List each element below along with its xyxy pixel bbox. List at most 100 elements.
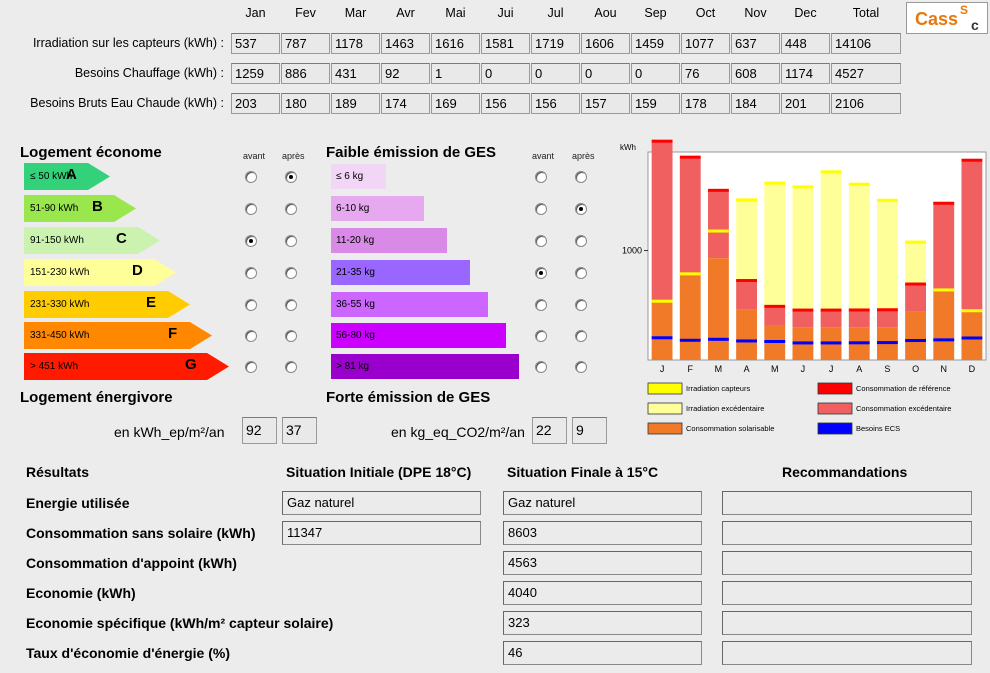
results-reco-field[interactable] xyxy=(722,581,972,605)
results-reco-field[interactable] xyxy=(722,611,972,635)
energy-apres-radio[interactable] xyxy=(285,330,297,342)
table-cell: 0 xyxy=(531,63,580,84)
results-final-field[interactable]: Gaz naturel xyxy=(503,491,702,515)
energy-unit-label: en kWh_ep/m²/an xyxy=(114,424,225,440)
chart-xtick-label: D xyxy=(969,364,976,374)
ges-title-bottom: Forte émission de GES xyxy=(326,389,491,406)
chart-line-besoins-ecs xyxy=(651,336,673,340)
chart-bar-consommation-solarisable xyxy=(679,273,701,360)
chart-bar-irradiation-excedentaire xyxy=(792,186,814,328)
ges-avant-radio[interactable] xyxy=(535,330,547,342)
table-cell: 174 xyxy=(381,93,430,114)
table-cell: 886 xyxy=(281,63,330,84)
energy-avant-radio[interactable] xyxy=(245,330,257,342)
energy-avant-radio[interactable] xyxy=(245,171,257,183)
chart-line-consommation-reference xyxy=(848,308,870,312)
energy-avant-radio[interactable] xyxy=(245,299,257,311)
chart-legend-label: Irradiation excédentaire xyxy=(686,404,764,413)
table-cell: 180 xyxy=(281,93,330,114)
results-reco-field[interactable] xyxy=(722,491,972,515)
energy-apres-radio[interactable] xyxy=(285,203,297,215)
chart-legend-label: Besoins ECS xyxy=(856,424,900,433)
month-header-cell: Nov xyxy=(744,6,767,20)
energy-apres-radio[interactable] xyxy=(285,267,297,279)
results-initial-field[interactable]: Gaz naturel xyxy=(282,491,481,515)
ges-class-range: 36-55 kg xyxy=(336,299,375,310)
ges-class-range: 56-80 kg xyxy=(336,330,375,341)
chart-xtick-label: O xyxy=(912,364,919,374)
ges-avant-radio[interactable] xyxy=(535,267,547,279)
ges-class-range: 11-20 kg xyxy=(336,235,375,246)
chart-legend-swatch xyxy=(817,402,853,415)
chart-xtick-label: F xyxy=(688,364,694,374)
chart-bar-consommation-excedentaire xyxy=(961,160,983,311)
ges-avant-radio[interactable] xyxy=(535,235,547,247)
energy-avant-radio[interactable] xyxy=(245,361,257,373)
ges-apres-value: 9 xyxy=(572,417,607,444)
chart-line-besoins-ecs xyxy=(792,341,814,345)
chart-xtick-label: A xyxy=(744,364,750,374)
energy-apres-radio[interactable] xyxy=(285,235,297,247)
table-cell: 0 xyxy=(581,63,630,84)
ges-class-range: > 81 kg xyxy=(336,361,370,372)
ges-avant-radio[interactable] xyxy=(535,299,547,311)
chart-line-irradiation-capteurs xyxy=(707,229,729,233)
ges-apres-radio[interactable] xyxy=(575,330,587,342)
month-header-cell: Mar xyxy=(344,6,367,20)
table-cell: 184 xyxy=(731,93,780,114)
energy-class-arrow: 91-150 kWh C xyxy=(24,227,160,254)
results-reco-field[interactable] xyxy=(722,641,972,665)
results-final-field[interactable]: 4563 xyxy=(503,551,702,575)
results-final-field[interactable]: 8603 xyxy=(503,521,702,545)
results-reco-field[interactable] xyxy=(722,551,972,575)
chart-line-irradiation-capteurs xyxy=(820,170,842,174)
results-final-field[interactable]: 46 xyxy=(503,641,702,665)
results-final-field[interactable]: 4040 xyxy=(503,581,702,605)
ges-apres-radio[interactable] xyxy=(575,203,587,215)
ges-class-range: 6-10 kg xyxy=(336,203,370,214)
ges-apres-radio[interactable] xyxy=(575,361,587,373)
chart-bar-consommation-solarisable xyxy=(905,311,927,360)
chart-line-irradiation-capteurs xyxy=(651,299,673,303)
ges-apres-radio[interactable] xyxy=(575,267,587,279)
energy-avant-radio[interactable] xyxy=(245,267,257,279)
ges-avant-radio[interactable] xyxy=(535,361,547,373)
chart-bar-consommation-excedentaire xyxy=(933,203,955,290)
chart-legend-label: Consommation solarisable xyxy=(686,424,774,433)
table-cell: 159 xyxy=(631,93,680,114)
chart-bar-consommation-excedentaire xyxy=(905,284,927,312)
energy-apres-value: 37 xyxy=(282,417,317,444)
chart-bar-consommation-excedentaire xyxy=(876,309,898,328)
energy-class-range: 51-90 kWh xyxy=(30,203,79,214)
chart-line-irradiation-capteurs xyxy=(736,198,758,202)
ges-avant-radio[interactable] xyxy=(535,171,547,183)
ges-apres-radio[interactable] xyxy=(575,171,587,183)
ges-avant-radio[interactable] xyxy=(535,203,547,215)
chart-line-consommation-reference xyxy=(961,158,983,162)
chart-line-irradiation-capteurs xyxy=(905,240,927,244)
table-cell: 787 xyxy=(281,33,330,54)
ges-class-bar: > 81 kg xyxy=(331,354,519,379)
energy-class-letter: D xyxy=(132,262,143,279)
chart-line-besoins-ecs xyxy=(876,341,898,345)
energy-avant-radio[interactable] xyxy=(245,203,257,215)
table-cell: 431 xyxy=(331,63,380,84)
energy-apres-radio[interactable] xyxy=(285,299,297,311)
month-header-cell: Oct xyxy=(695,6,716,20)
results-initial-field[interactable]: 11347 xyxy=(282,521,481,545)
chart-line-consommation-reference xyxy=(736,279,758,283)
chart-line-irradiation-capteurs xyxy=(961,309,983,313)
ges-apres-radio[interactable] xyxy=(575,235,587,247)
table-cell: 1463 xyxy=(381,33,430,54)
results-reco-field[interactable] xyxy=(722,521,972,545)
ges-avant-value: 22 xyxy=(532,417,567,444)
results-final-field[interactable]: 323 xyxy=(503,611,702,635)
energy-avant-radio[interactable] xyxy=(245,235,257,247)
chart-xtick-label: A xyxy=(856,364,862,374)
ges-apres-radio[interactable] xyxy=(575,299,587,311)
energy-class-range: > 451 kWh xyxy=(30,361,79,372)
month-header-cell: Avr xyxy=(396,6,415,20)
energy-apres-radio[interactable] xyxy=(285,361,297,373)
energy-apres-radio[interactable] xyxy=(285,171,297,183)
chart-legend-swatch xyxy=(817,382,853,395)
